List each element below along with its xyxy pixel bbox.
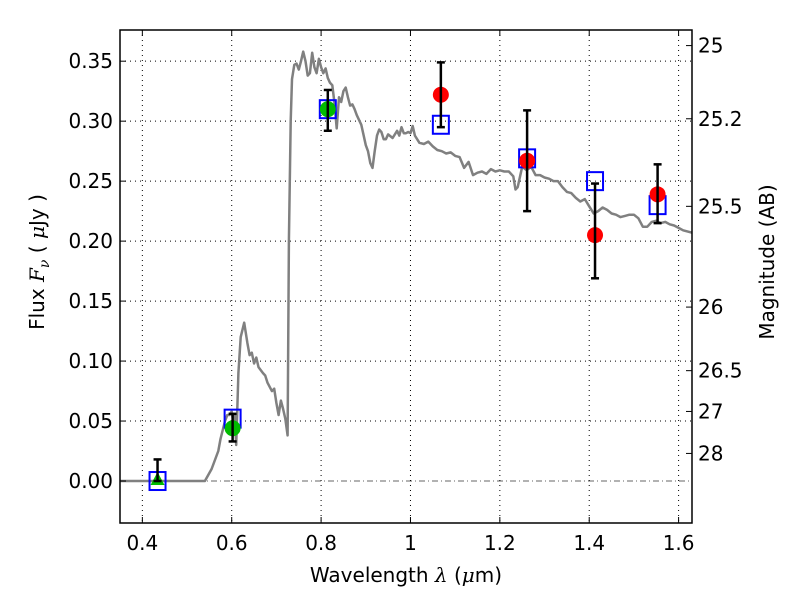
x-axis-label: Wavelength λ (μm) (310, 563, 502, 587)
y2-tick-label: 28 (698, 441, 723, 465)
x-tick-label: 1.6 (663, 531, 695, 555)
y-tick-label: 0.30 (68, 109, 113, 133)
y-tick-label: 0.35 (68, 49, 113, 73)
x-tick-label: 0.8 (305, 531, 337, 555)
y-tick-label: 0.05 (68, 409, 113, 433)
x-tick-label: 1.2 (484, 531, 516, 555)
x-tick-label: 1.4 (573, 531, 605, 555)
y2-tick-label: 25.5 (698, 194, 743, 218)
y2-tick-label: 25.2 (698, 107, 743, 131)
series-layer (120, 50, 692, 492)
series-model-spectrum (120, 50, 692, 483)
y2-tick-label: 25 (698, 34, 723, 58)
y2-tick-label: 27 (698, 399, 723, 423)
y-tick-label: 0.25 (68, 169, 113, 193)
series-observed-nondetection (150, 458, 165, 486)
grid (120, 30, 692, 523)
x-tick-label: 0.4 (126, 531, 158, 555)
series-observed-ir (432, 61, 666, 280)
y-tick-label: 0.20 (68, 229, 113, 253)
x-tick-label: 1 (404, 531, 417, 555)
y-tick-label: 0.10 (68, 349, 113, 373)
x-tick-label: 0.6 (216, 531, 248, 555)
y2-tick-label: 26.5 (698, 359, 743, 383)
tick-labels: 0.4 0.6 0.8 1 1.2 1.4 1.6 0.00 0.05 0.10 0.15 0.20 0… (68, 34, 742, 555)
axes-frame (119, 29, 693, 524)
y-tick-label: 0.15 (68, 289, 113, 313)
y2-tick-label: 26 (698, 295, 723, 319)
y-tick-label: 0.00 (68, 469, 113, 493)
spectrum-line (120, 50, 692, 483)
y-axis-label: Flux Fν ( μJy ) (25, 194, 53, 330)
y2-axis-label: Magnitude (AB) (755, 184, 779, 339)
series-observed-detections (224, 88, 336, 443)
ticks (120, 30, 692, 523)
